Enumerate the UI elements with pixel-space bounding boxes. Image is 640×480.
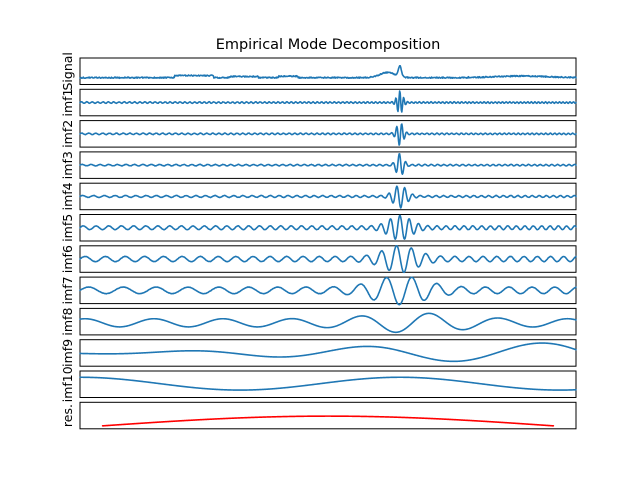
- series-line-imf6: [79, 244, 577, 274]
- chart-title: Empirical Mode Decomposition: [216, 37, 441, 53]
- panel-frame-imf10: [79, 370, 577, 398]
- ylabel-Signal: Signal: [60, 52, 75, 90]
- panel-frame-imf6: [79, 245, 577, 273]
- panel-frame-Signal: [79, 57, 577, 85]
- ylabel-imf2: imf2: [60, 120, 75, 148]
- ylabel-imf9: imf9: [60, 339, 75, 367]
- series-line-imf2: [79, 123, 577, 146]
- series-line-imf10: [79, 376, 577, 391]
- series-line-res: [101, 415, 555, 427]
- ylabel-imf3: imf3: [60, 151, 75, 179]
- panel-frame-imf7: [79, 276, 577, 305]
- series-line-imf1: [79, 90, 577, 113]
- ylabel-imf7: imf7: [60, 276, 75, 304]
- ylabel-imf4: imf4: [60, 182, 75, 210]
- ylabel-imf5: imf5: [60, 214, 75, 242]
- ylabel-res: res.: [60, 404, 75, 427]
- series-line-imf5: [79, 214, 577, 240]
- series-line-imf7: [79, 276, 577, 306]
- panel-frame-res: [79, 401, 577, 430]
- ylabel-imf10: imf10: [60, 366, 75, 402]
- series-line-Signal: [79, 65, 577, 80]
- ylabel-imf6: imf6: [60, 245, 75, 273]
- ylabel-imf8: imf8: [60, 308, 75, 336]
- series-line-imf8: [79, 312, 577, 334]
- ylabel-imf1: imf1: [60, 88, 75, 116]
- series-line-imf9: [79, 342, 577, 363]
- panel-frame-imf8: [79, 307, 577, 336]
- series-line-imf4: [79, 185, 577, 209]
- series-line-imf3: [79, 153, 577, 176]
